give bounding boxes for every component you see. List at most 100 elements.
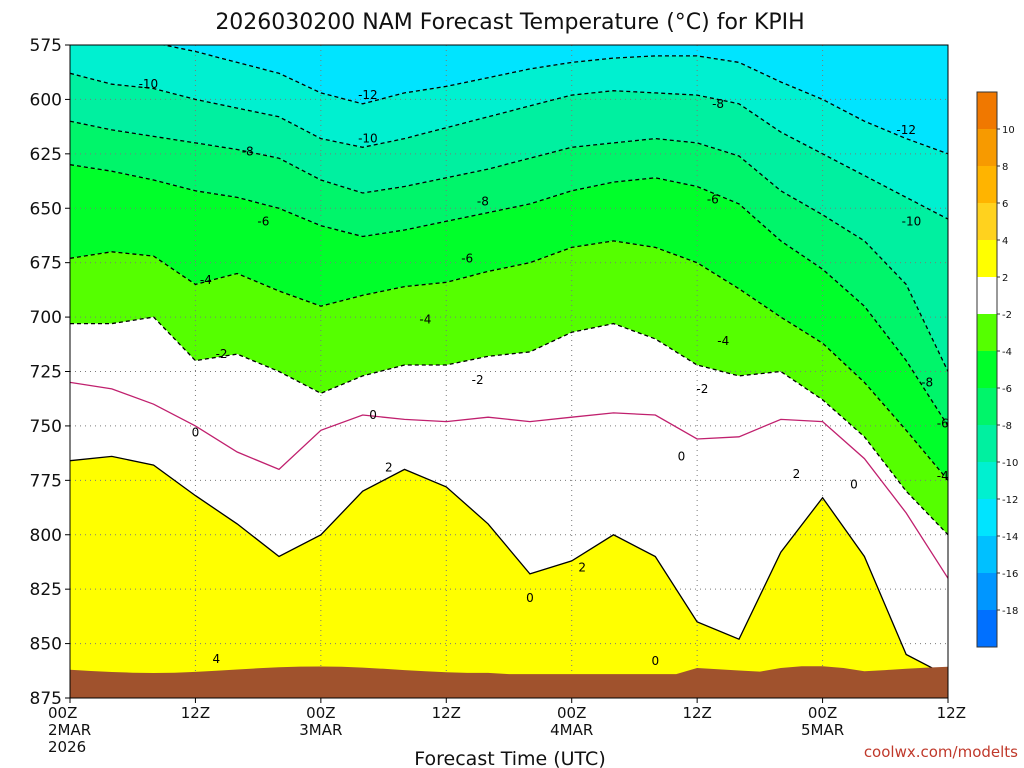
- y-tick-label: 800: [30, 526, 62, 546]
- x-tick-label: 5MAR: [801, 721, 844, 739]
- contour-label: 2: [578, 560, 586, 574]
- y-tick-label: 850: [30, 635, 62, 655]
- band--2-to-0: [70, 317, 948, 579]
- y-tick-label: 675: [30, 254, 62, 274]
- x-tick-label: 2MAR: [48, 721, 91, 739]
- contour-label: -6: [461, 251, 473, 265]
- band--4-to--2: [70, 240, 948, 535]
- colorbar-tick-label: -8: [1002, 421, 1012, 432]
- contour-label: -4: [937, 469, 949, 483]
- colorbar-tick-label: -18: [1002, 606, 1018, 617]
- x-tick-label: 2026: [48, 738, 86, 756]
- contour-label: -10: [139, 77, 159, 91]
- y-tick-label: 625: [30, 145, 62, 165]
- y-tick-label: 650: [30, 199, 62, 219]
- colorbar-tick-label: 4: [1002, 236, 1008, 247]
- colorbar-swatch: [977, 573, 997, 610]
- y-tick-label: 600: [30, 90, 62, 110]
- contour-label: -2: [216, 347, 228, 361]
- colorbar-swatch: [977, 277, 997, 314]
- colorbar-swatch: [977, 351, 997, 388]
- chart-title: 2026030200 NAM Forecast Temperature (°C)…: [215, 10, 804, 35]
- y-tick-label: 775: [30, 471, 62, 491]
- x-tick-label: 4MAR: [550, 721, 593, 739]
- colorbar-swatch: [977, 388, 997, 425]
- band-above-2: [70, 456, 948, 698]
- band--10-to--8: [70, 73, 948, 372]
- isotherm--8: [70, 120, 948, 372]
- contour-label: 0: [678, 449, 686, 463]
- colorbar-tick-label: 10: [1002, 125, 1015, 136]
- colorbar-swatch: [977, 610, 997, 647]
- isotherm--10: [70, 72, 948, 220]
- y-tick-label: 750: [30, 417, 62, 437]
- contour-label: -12: [358, 88, 378, 102]
- contour-label: -10: [358, 132, 378, 146]
- colorbar-swatch: [977, 240, 997, 277]
- x-tick-label: 00Z: [48, 704, 77, 722]
- band--6-to--4: [70, 164, 948, 481]
- contour-label: -4: [419, 312, 431, 326]
- x-axis-title: Forecast Time (UTC): [414, 748, 605, 768]
- contour-label: -4: [200, 273, 212, 287]
- colorbar-swatch: [977, 166, 997, 203]
- contour-label: 4: [213, 652, 221, 666]
- contour-label: 2: [385, 460, 393, 474]
- x-tick-label: 12Z: [181, 704, 210, 722]
- colorbar-tick-label: -2: [1002, 310, 1012, 321]
- colorbar-swatch: [977, 203, 997, 240]
- contour-label: -6: [937, 417, 949, 431]
- contour-label: 0: [850, 478, 858, 492]
- x-tick-label: 3MAR: [299, 721, 342, 739]
- x-tick-label: 00Z: [306, 704, 335, 722]
- colorbar-tick-label: 6: [1002, 199, 1008, 210]
- contour-label: -2: [472, 373, 484, 387]
- colorbar-tick-label: 8: [1002, 162, 1008, 173]
- isotherm-0: [70, 381, 948, 579]
- credit-link[interactable]: coolwx.com/modelts: [864, 743, 1018, 761]
- contour-label: -8: [477, 195, 489, 209]
- terrain-ground: [70, 666, 948, 698]
- x-tick-label: 12Z: [937, 704, 966, 722]
- contour-label: 0: [369, 408, 377, 422]
- colorbar-swatch: [977, 92, 997, 129]
- contour-label: 2: [793, 467, 801, 481]
- contour-label: -6: [257, 214, 269, 228]
- y-tick-label: 700: [30, 308, 62, 328]
- y-tick-label: 825: [30, 580, 62, 600]
- isotherm--6: [70, 164, 948, 427]
- contour-label: -8: [921, 375, 933, 389]
- band-0-to-2: [70, 382, 948, 677]
- isotherm-2: [70, 455, 948, 677]
- contour-label: -8: [242, 145, 254, 159]
- contour-label: -8: [712, 97, 724, 111]
- band--12-to--10: [70, 45, 948, 220]
- contour-label: 0: [526, 591, 534, 605]
- x-tick-label: 00Z: [557, 704, 586, 722]
- colorbar-tick-label: -16: [1002, 569, 1018, 580]
- colorbar-tick-label: -4: [1002, 347, 1012, 358]
- colorbar-tick-label: -10: [1002, 458, 1018, 469]
- x-tick-label: 12Z: [432, 704, 461, 722]
- y-tick-label: 875: [30, 689, 62, 709]
- y-tick-label: 575: [30, 36, 62, 56]
- colorbar-swatch: [977, 536, 997, 573]
- colorbar-swatch: [977, 462, 997, 499]
- contour-label: -4: [717, 334, 729, 348]
- temperature-fill: [70, 45, 948, 698]
- colorbar-tick-label: 2: [1002, 273, 1008, 284]
- y-axis: 575 600 625 650 675 700 725 750 775 800 825 850 875: [30, 36, 70, 709]
- band--8-to--6: [70, 121, 948, 426]
- colorbar-tick-label: -14: [1002, 532, 1018, 543]
- contour-label: -12: [896, 123, 916, 137]
- isotherm--12: [160, 45, 948, 155]
- contour-label: -6: [707, 193, 719, 207]
- colorbar-swatch: [977, 129, 997, 166]
- colorbar-border: [976, 91, 998, 648]
- band-below--12: [164, 45, 948, 154]
- y-tick-label: 725: [30, 363, 62, 383]
- colorbar-swatch: [977, 425, 997, 462]
- colorbar-swatch: [977, 314, 997, 351]
